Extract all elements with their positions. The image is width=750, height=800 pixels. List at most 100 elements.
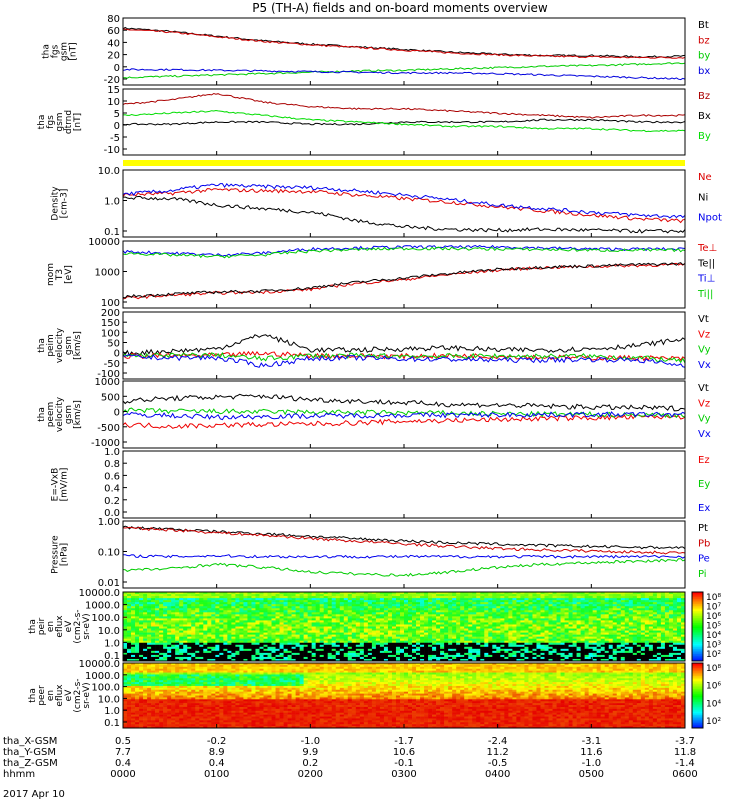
spectrogram-cell: [672, 598, 678, 601]
spectrogram-cell: [235, 602, 240, 605]
spectrogram-cell: [159, 654, 164, 658]
spectrogram-cell: [420, 658, 425, 662]
spectrogram-cell: [387, 592, 393, 595]
spectrogram-cell: [668, 612, 674, 615]
spectrogram-cell: [395, 592, 401, 595]
spectrogram-cell: [448, 650, 453, 654]
spectrogram-cell: [239, 598, 244, 601]
spectrogram-cell: [307, 650, 312, 654]
spectrogram-cell: [572, 646, 577, 650]
spectrogram-cell: [135, 636, 140, 639]
spectrogram-cell: [227, 650, 232, 654]
spectrogram-cell: [604, 626, 610, 629]
spectrogram-cell: [492, 608, 497, 611]
spectrogram-cell: [452, 606, 457, 609]
spectrogram-cell: [135, 628, 140, 631]
spectrogram-cell: [408, 598, 413, 601]
spectrogram-cell: [231, 596, 236, 599]
spectrogram-cell: [219, 630, 224, 633]
spectrogram-cell: [199, 656, 204, 660]
spectrogram-cell: [424, 604, 429, 607]
spectrogram-cell: [448, 610, 453, 613]
spectrogram-cell: [548, 658, 553, 662]
spectrogram-cell: [355, 622, 361, 625]
spectrogram-cell: [472, 618, 477, 621]
spectrogram-cell: [472, 610, 477, 613]
spectrogram-cell: [251, 632, 256, 635]
spectrogram-cell: [351, 650, 357, 654]
spectrogram-cell: [432, 644, 437, 648]
spectrogram-cell: [644, 600, 650, 603]
spectrogram-cell: [355, 656, 361, 660]
spectrogram-cell: [375, 608, 381, 611]
spectrogram-cell: [299, 634, 304, 637]
spectrogram-cell: [199, 608, 204, 611]
spectrogram-cell: [452, 644, 457, 648]
spectrogram-cell: [480, 652, 485, 656]
spectrogram-cell: [516, 608, 521, 611]
spectrogram-cell: [175, 658, 180, 662]
spectrogram-cell: [331, 630, 337, 633]
spectrogram-cell: [135, 656, 140, 660]
spectrogram-cell: [592, 646, 597, 650]
spectrogram-cell: [536, 638, 541, 642]
spectrogram-cell: [416, 614, 421, 617]
spectrogram-cell: [395, 648, 401, 652]
spectrogram-cell: [572, 628, 577, 631]
spectrogram-cell: [191, 640, 196, 644]
spectrogram-cell: [271, 646, 276, 650]
spectrogram-cell: [331, 648, 337, 652]
spectrogram-cell: [572, 602, 577, 605]
spectrogram-cell: [319, 632, 325, 635]
spectrogram-cell: [624, 628, 630, 631]
spectrogram-cell: [299, 622, 304, 625]
spectrogram-cell: [552, 628, 557, 631]
spectrogram-cell: [616, 644, 622, 648]
spectrogram-cell: [167, 628, 172, 631]
spectrogram-cell: [207, 608, 212, 611]
spectrogram-cell: [416, 616, 421, 619]
spectrogram-cell: [560, 618, 565, 621]
spectrogram-cell: [556, 654, 561, 658]
spectrogram-cell: [616, 630, 622, 633]
spectrogram-cell: [488, 644, 493, 648]
spectrogram-cell: [600, 648, 606, 652]
spectrogram-cell: [311, 616, 316, 619]
spectrogram-cell: [187, 602, 192, 605]
spectrogram-cell: [131, 618, 136, 621]
spectrogram-cell: [488, 630, 493, 633]
spectrogram-cell: [476, 616, 481, 619]
spectrogram-cell: [175, 652, 180, 656]
spectrogram-cell: [516, 604, 521, 607]
spectrogram-cell: [624, 604, 630, 607]
spectrogram-cell: [351, 644, 357, 648]
spectrogram-cell: [187, 650, 192, 654]
spectrogram-cell: [167, 600, 172, 603]
y-axis-label: E=-VxB: [51, 468, 61, 502]
spectrogram-cell: [528, 612, 533, 615]
spectrogram-cell: [267, 658, 272, 662]
spectrogram-cell: [436, 652, 441, 656]
spectrogram-cell: [243, 650, 248, 654]
spectrogram-cell: [123, 634, 128, 637]
spectrogram-cell: [508, 646, 513, 650]
spectrogram-cell: [255, 648, 260, 652]
spectrogram-cell: [472, 642, 477, 646]
spectrogram-cell: [335, 646, 341, 650]
spectrogram-cell: [552, 602, 557, 605]
spectrogram-cell: [331, 622, 337, 625]
spectrogram-cell: [127, 592, 132, 595]
spectrogram-cell: [287, 658, 292, 662]
spectrogram-cell: [399, 656, 405, 660]
spectrogram-cell: [363, 652, 369, 656]
spectrogram-cell: [616, 604, 622, 607]
spectrogram-cell: [612, 650, 618, 654]
spectrogram-cell: [299, 602, 304, 605]
spectrogram-cell: [187, 654, 192, 658]
spectrogram-cell: [420, 618, 425, 621]
spectrogram-cell: [560, 612, 565, 615]
spectrogram-cell: [448, 658, 453, 662]
spectrogram-cell: [143, 638, 148, 642]
spectrogram-cell: [163, 606, 168, 609]
spectrogram-cell: [616, 616, 622, 619]
